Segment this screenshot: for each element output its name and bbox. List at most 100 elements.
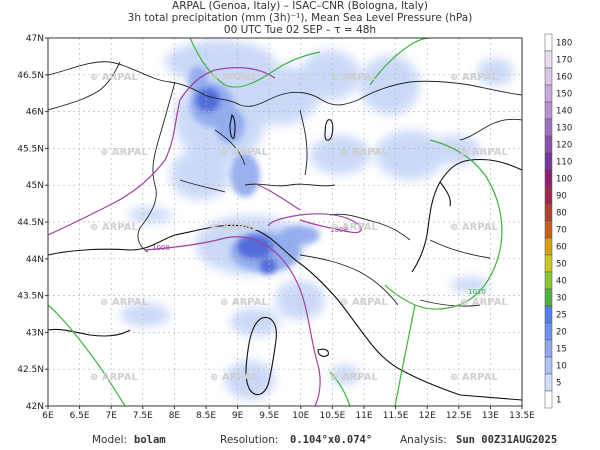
precip-colorbar: 1801701601501401301201101009080706050403… [544,33,572,409]
colorbar-swatch [544,33,553,52]
lon-tick-label: 13E [482,411,499,421]
colorbar-swatch [544,322,553,341]
colorbar-swatch [544,84,553,103]
isobar-1010 [48,38,503,406]
longitude-labels: 6E 6.5E 7E 7.5E 8E 8.5E 9E 9.5E 10E 10.5E 11E 11.5E… [42,406,535,421]
title-block: ARPAL (Genoa, Italy) – ISAC–CNR (Bologna… [0,0,600,36]
isobar-label-3: 1010 [468,288,486,296]
colorbar-label: 15 [556,345,567,355]
analysis-value: Sun 00Z31AUG2025 [456,434,558,446]
watermarks: ⊕ ARPAL ⊕ ARPAL ⊕ ARPAL ⊕ ARPAL ⊕ ARPAL ⊕ ARP… [90,72,508,383]
watermark-text: ⊕ ARPAL [450,72,498,83]
colorbar-swatch [544,101,553,120]
watermark-text: ⊕ ARPAL [210,222,258,233]
watermark-text: ⊕ ARPAL [330,72,378,83]
lon-tick-label: 11E [355,411,372,421]
colorbar-swatch [544,356,553,375]
colorbar-label: 40 [556,277,567,287]
colorbar-swatch [544,118,553,137]
colorbar-label: 1 [556,396,561,406]
colorbar-swatch [544,339,553,358]
lon-tick-label: 12.5E [446,411,472,421]
watermark-text: ⊕ ARPAL [100,147,148,158]
lon-tick-label: 9.5E [259,411,279,421]
lon-tick-label: 13.5E [509,411,535,421]
colorbar-label: 60 [556,243,567,253]
colorbar-label: 80 [556,209,567,219]
watermark-text: ⊕ ARPAL [330,222,378,233]
colorbar-swatch [544,135,553,154]
colorbar-swatch [544,254,553,273]
watermark-text: ⊕ ARPAL [450,372,498,383]
colorbar-swatch [544,203,553,222]
watermark-text: ⊕ ARPAL [100,297,148,308]
colorbar-label: 100 [556,175,572,185]
watermark-text: ⊕ ARPAL [210,372,258,383]
colorbar-swatch [544,169,553,188]
colorbar-swatch [544,152,553,171]
latitude-labels: 47N 46.5N 46N 45.5N 45N 44.5N 44N 43.5N 43N 42.5N… [17,34,48,412]
watermark-text: ⊕ ARPAL [340,297,388,308]
lon-tick-label: 11.5E [383,411,409,421]
lat-tick-label: 47N [26,34,44,44]
coastlines [48,113,522,401]
model-label: Model: [92,434,128,446]
watermark-text: ⊕ ARPAL [330,372,378,383]
map-plot-area: 1008 1008 1010 ⊕ ARPAL ⊕ ARPAL ⊕ ARPAL ⊕ AR… [48,38,522,406]
colorbar-swatch [544,373,553,392]
lat-tick-label: 46N [26,108,44,118]
lat-tick-label: 46.5N [17,71,44,81]
lat-tick-label: 43N [26,328,44,338]
colorbar-swatch [544,305,553,324]
title-line-3: 00 UTC Tue 02 SEP – τ = 48h [223,24,377,36]
watermark-text: ⊕ ARPAL [90,72,138,83]
lon-tick-label: 8.5E [196,411,216,421]
lon-tick-label: 9E [232,411,244,421]
colorbar-swatch [544,288,553,307]
lon-tick-label: 7.5E [133,411,153,421]
lat-tick-label: 45N [26,181,44,191]
lon-tick-label: 10.5E [320,411,346,421]
lon-tick-label: 6E [42,411,54,421]
analysis-label: Analysis: [400,434,447,446]
model-value: bolam [134,434,166,446]
watermark-text: ⊕ ARPAL [90,372,138,383]
lon-tick-label: 10E [292,411,309,421]
isobar-label-2: 1008 [330,226,348,234]
precip-heavy-field [196,88,276,274]
watermark-text: ⊕ ARPAL [220,297,268,308]
colorbar-label: 120 [556,141,572,151]
colorbar-label: 5 [556,379,561,389]
title-line-1: ARPAL (Genoa, Italy) – ISAC–CNR (Bologna… [172,0,428,12]
colorbar-swatch [544,220,553,239]
isobar-label-1: 1008 [152,244,170,252]
lat-tick-label: 45.5N [17,144,44,154]
lat-tick-label: 44.5N [17,218,44,228]
colorbar-label: 180 [556,39,572,49]
watermark-text: ⊕ ARPAL [90,222,138,233]
lon-tick-label: 8E [169,411,181,421]
watermark-text: ⊕ ARPAL [450,222,498,233]
colorbar-label: 25 [556,311,567,321]
colorbar-swatch [544,67,553,86]
lat-tick-label: 42N [26,402,44,412]
watermark-text: ⊕ ARPAL [210,72,258,83]
watermark-text: ⊕ ARPAL [460,147,508,158]
colorbar-label: 50 [556,260,567,270]
colorbar-label: 90 [556,192,567,202]
colorbar-swatch [544,237,553,256]
colorbar-label: 130 [556,124,572,134]
political-borders [48,61,522,307]
colorbar-swatch [544,50,553,69]
colorbar-label: 30 [556,294,567,304]
watermark-text: ⊕ ARPAL [340,147,388,158]
resolution-value: 0.104°x0.074° [290,434,373,446]
lat-tick-label: 42.5N [17,365,44,375]
watermark-text: ⊕ ARPAL [220,147,268,158]
resolution-label: Resolution: [220,434,279,446]
colorbar-label: 70 [556,226,567,236]
colorbar-swatch [544,390,553,409]
colorbar-label: 10 [556,362,567,372]
colorbar-swatch [544,271,553,290]
